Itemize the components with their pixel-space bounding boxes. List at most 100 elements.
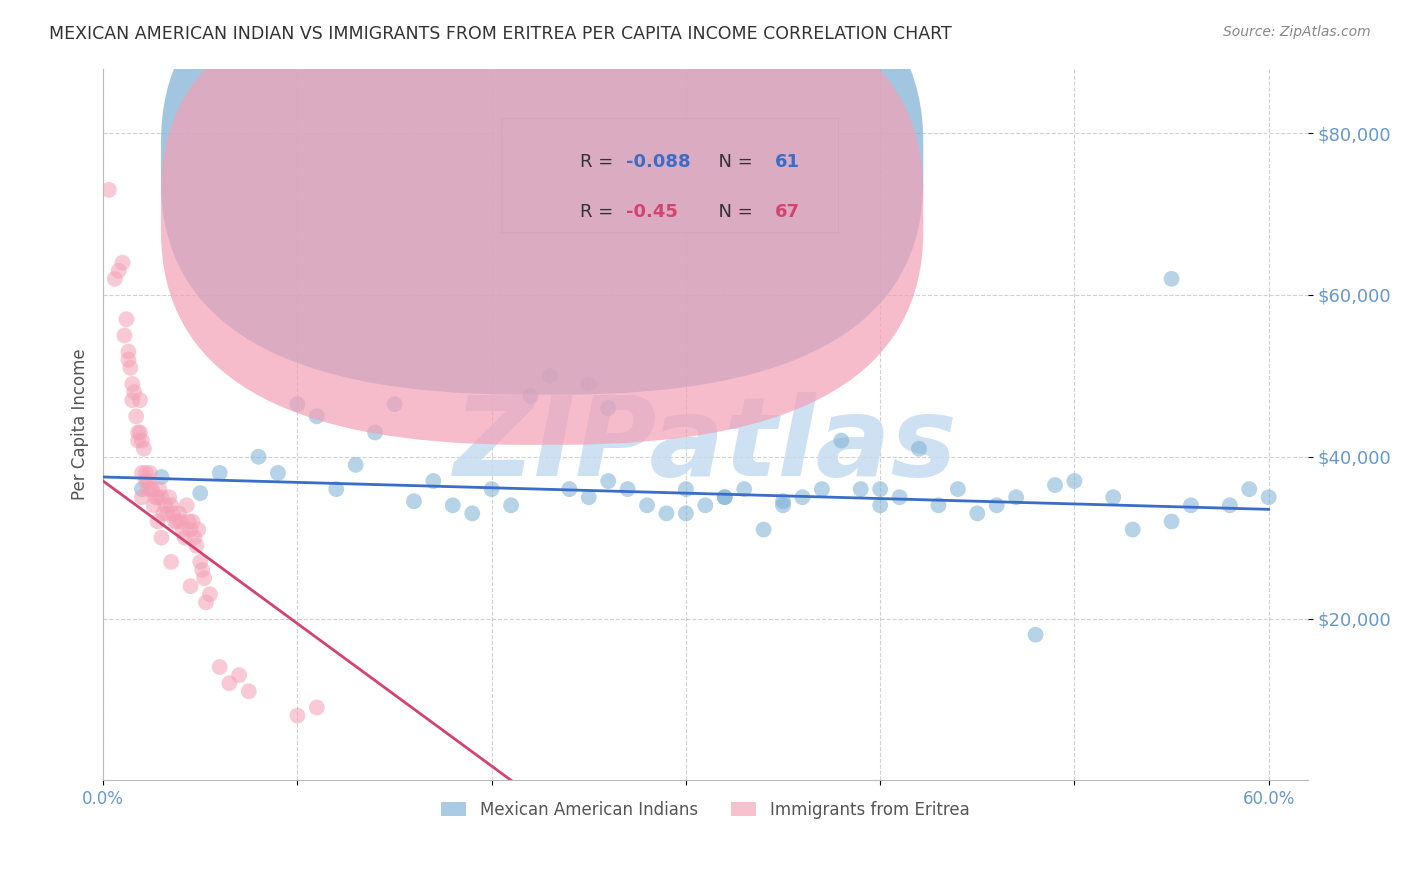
Point (187, 523, 209, 537)
Point (162, 507, 184, 521)
Point (157, 490, 180, 504)
Point (198, 587, 221, 601)
Point (181, 515, 204, 529)
Point (107, 264, 129, 278)
Point (247, 450, 270, 464)
Point (578, 376, 600, 391)
Point (132, 442, 155, 456)
Point (752, 523, 775, 537)
Text: ZIPatlas: ZIPatlas (454, 392, 957, 500)
Point (136, 474, 159, 488)
Point (139, 466, 162, 480)
Point (675, 507, 697, 521)
Point (1102, 490, 1125, 504)
Point (141, 482, 163, 496)
Point (733, 482, 755, 496)
Point (1239, 482, 1261, 496)
Point (148, 482, 170, 496)
Point (150, 490, 173, 504)
Text: R =: R = (581, 153, 619, 170)
Point (135, 466, 157, 480)
Point (111, 255, 134, 269)
Text: -0.45: -0.45 (626, 202, 678, 220)
Legend: Mexican American Indians, Immigrants from Eritrea: Mexican American Indians, Immigrants fro… (434, 794, 976, 825)
Point (117, 352, 139, 367)
Point (180, 579, 202, 593)
Point (1005, 490, 1028, 504)
Point (598, 474, 620, 488)
Point (150, 470, 173, 484)
Point (830, 434, 852, 448)
Point (122, 385, 145, 400)
Point (142, 498, 165, 512)
Point (191, 563, 214, 577)
Point (186, 539, 208, 553)
Point (772, 498, 794, 512)
Point (120, 360, 142, 375)
Text: 61: 61 (775, 153, 800, 170)
Y-axis label: Per Capita Income: Per Capita Income (72, 349, 89, 500)
Point (208, 660, 231, 674)
Point (616, 482, 638, 496)
Point (129, 393, 152, 408)
Point (160, 498, 183, 512)
Point (218, 676, 240, 690)
Point (152, 507, 174, 521)
Point (325, 482, 347, 496)
Point (713, 490, 735, 504)
Point (578, 490, 600, 504)
Point (1160, 515, 1182, 529)
Point (131, 466, 153, 480)
Point (195, 595, 218, 609)
Point (695, 498, 717, 512)
Point (135, 474, 157, 488)
Point (1257, 490, 1279, 504)
Point (141, 482, 163, 496)
Point (160, 555, 183, 569)
Point (655, 507, 678, 521)
Point (384, 397, 406, 411)
Point (183, 531, 205, 545)
FancyBboxPatch shape (160, 0, 924, 445)
Point (129, 425, 152, 440)
Point (772, 494, 794, 508)
Point (177, 515, 200, 529)
Text: -0.088: -0.088 (626, 153, 690, 170)
Point (146, 515, 169, 529)
Point (481, 482, 503, 496)
Point (97, 183, 120, 197)
Point (869, 498, 891, 512)
Point (519, 389, 541, 403)
Point (193, 571, 215, 585)
Point (1025, 628, 1047, 642)
Point (1063, 474, 1085, 488)
Point (908, 442, 931, 456)
Point (792, 490, 814, 504)
Point (305, 700, 328, 714)
Point (125, 409, 148, 424)
Point (131, 434, 153, 448)
Point (127, 434, 149, 448)
Point (966, 507, 988, 521)
Point (115, 312, 138, 326)
Point (287, 397, 309, 411)
Point (166, 515, 188, 529)
Point (364, 425, 387, 440)
Point (238, 684, 260, 698)
Point (121, 376, 143, 391)
Point (849, 482, 872, 496)
Point (344, 458, 367, 472)
Point (167, 507, 190, 521)
Point (173, 531, 195, 545)
Point (305, 409, 328, 424)
Point (121, 393, 143, 408)
Point (117, 344, 139, 359)
Point (127, 425, 149, 440)
Point (889, 490, 911, 504)
Point (538, 368, 561, 383)
Point (163, 515, 186, 529)
Point (170, 515, 193, 529)
Text: R =: R = (581, 202, 619, 220)
Point (402, 494, 425, 508)
Point (176, 498, 198, 512)
